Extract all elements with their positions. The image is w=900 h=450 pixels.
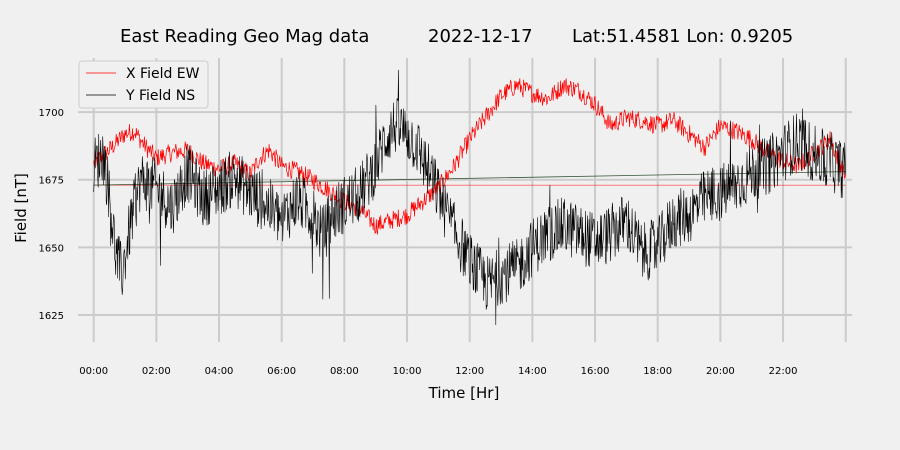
legend-label-x-field: X Field EW [126,66,200,82]
x-tick-label: 10:00 [393,366,422,377]
series-line-y-field [93,69,846,326]
x-tick-label: 18:00 [643,366,672,377]
chart-title-location: Lat:51.4581 Lon: 0.9205 [572,26,793,47]
chart-title-name: East Reading Geo Mag data [120,26,369,47]
x-tick-label: 00:00 [79,366,108,377]
x-tick-label: 22:00 [769,366,798,377]
tick-labels: 00:00 02:00 04:00 06:00 08:00 10:00 12:00 14:00… [39,108,798,377]
series-lines [93,69,847,326]
chart-title-date: 2022-12-17 [428,26,533,47]
x-tick-label: 20:00 [706,366,735,377]
legend-label-y-field: Y Field NS [125,88,195,104]
x-tick-label: 14:00 [518,366,547,377]
legend: X Field EW Y Field NS [78,60,209,109]
series-line-x-field [93,78,847,235]
x-tick-label: 12:00 [455,366,484,377]
y-tick-label: 1675 [39,176,64,187]
x-tick-label: 06:00 [267,366,296,377]
y-tick-label: 1700 [39,108,64,119]
y-tick-label: 1650 [39,243,64,254]
x-tick-label: 02:00 [142,366,171,377]
x-tick-label: 08:00 [330,366,359,377]
x-axis-label: Time [Hr] [428,384,500,402]
x-tick-label: 04:00 [205,366,234,377]
y-tick-label: 1625 [39,311,64,322]
y-axis-label: Field [nT] [12,173,30,243]
x-tick-label: 16:00 [581,366,610,377]
